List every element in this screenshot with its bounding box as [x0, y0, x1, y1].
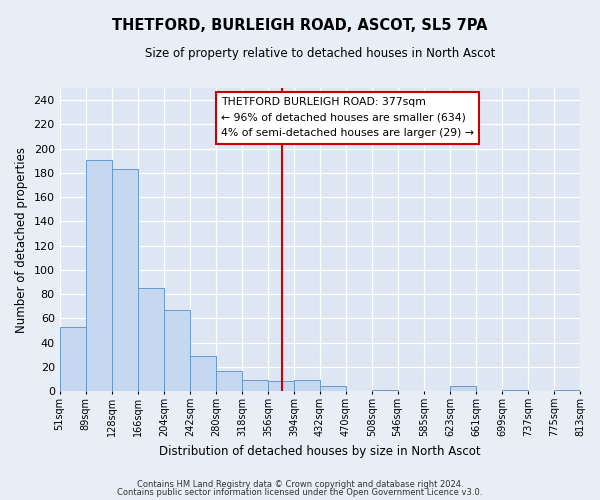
Bar [554, 390, 580, 391]
Text: THETFORD, BURLEIGH ROAD, ASCOT, SL5 7PA: THETFORD, BURLEIGH ROAD, ASCOT, SL5 7PA [112, 18, 488, 32]
X-axis label: Distribution of detached houses by size in North Ascot: Distribution of detached houses by size … [159, 444, 481, 458]
Y-axis label: Number of detached properties: Number of detached properties [15, 146, 28, 332]
Bar [502, 390, 528, 391]
Bar [138, 288, 164, 391]
Bar [216, 370, 242, 391]
Bar [320, 386, 346, 391]
Bar [450, 386, 476, 391]
Bar [112, 170, 138, 391]
Text: Contains public sector information licensed under the Open Government Licence v3: Contains public sector information licen… [118, 488, 482, 497]
Bar [86, 160, 112, 391]
Text: THETFORD BURLEIGH ROAD: 377sqm
← 96% of detached houses are smaller (634)
4% of : THETFORD BURLEIGH ROAD: 377sqm ← 96% of … [221, 97, 474, 138]
Bar [164, 310, 190, 391]
Bar [372, 390, 398, 391]
Text: Contains HM Land Registry data © Crown copyright and database right 2024.: Contains HM Land Registry data © Crown c… [137, 480, 463, 489]
Title: Size of property relative to detached houses in North Ascot: Size of property relative to detached ho… [145, 48, 495, 60]
Bar [242, 380, 268, 391]
Bar [294, 380, 320, 391]
Bar [59, 327, 86, 391]
Bar [268, 382, 294, 391]
Bar [190, 356, 216, 391]
